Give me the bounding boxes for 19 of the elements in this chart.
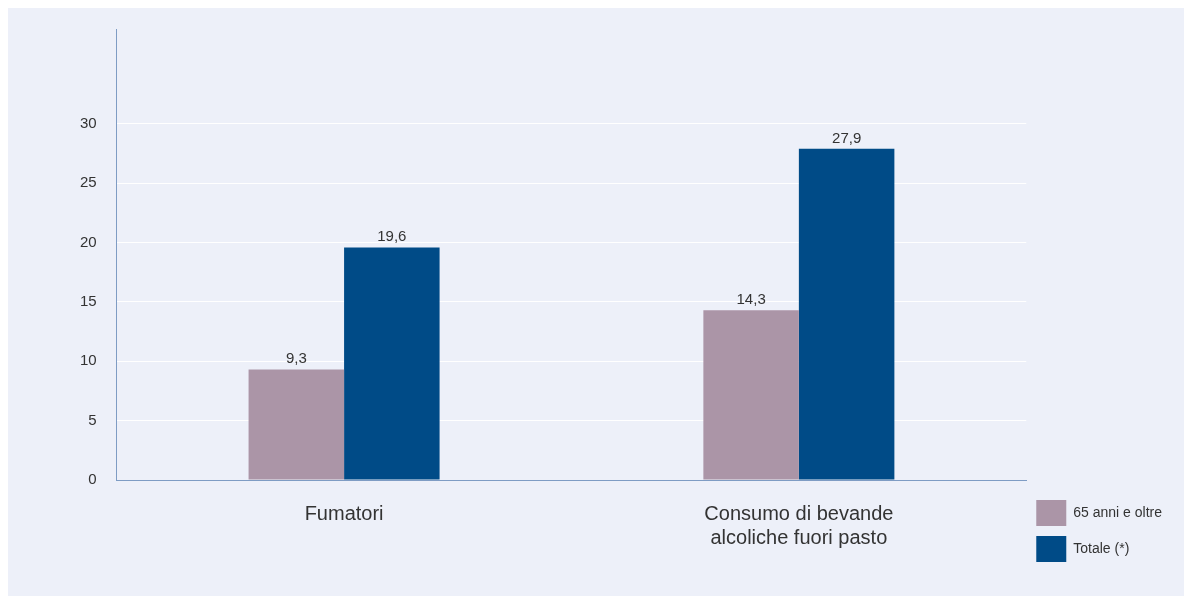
data-label: 14,3	[736, 289, 766, 307]
data-label: 9,3	[285, 349, 307, 367]
bar	[703, 310, 799, 480]
data-label: 27,9	[832, 128, 862, 146]
legend-label: 65 anni e oltre	[1073, 503, 1163, 520]
y-tick-label: 20	[80, 232, 97, 250]
x-tick-label: Consumo di bevande alcoliche fuori pasto	[704, 501, 894, 548]
y-tick-label: 0	[88, 470, 97, 488]
y-tick-label: 15	[80, 292, 97, 310]
y-tick-label: 10	[80, 351, 97, 369]
y-tick-label: 5	[88, 410, 97, 428]
bar	[344, 247, 440, 480]
bar	[798, 148, 895, 480]
legend-label: Totale (*)	[1073, 539, 1130, 556]
y-tick-label: 25	[80, 173, 97, 191]
y-tick-label: 30	[80, 114, 97, 132]
x-tick-label: Fumatori	[304, 501, 384, 524]
bar	[248, 369, 345, 480]
data-label: 19,6	[377, 227, 407, 245]
